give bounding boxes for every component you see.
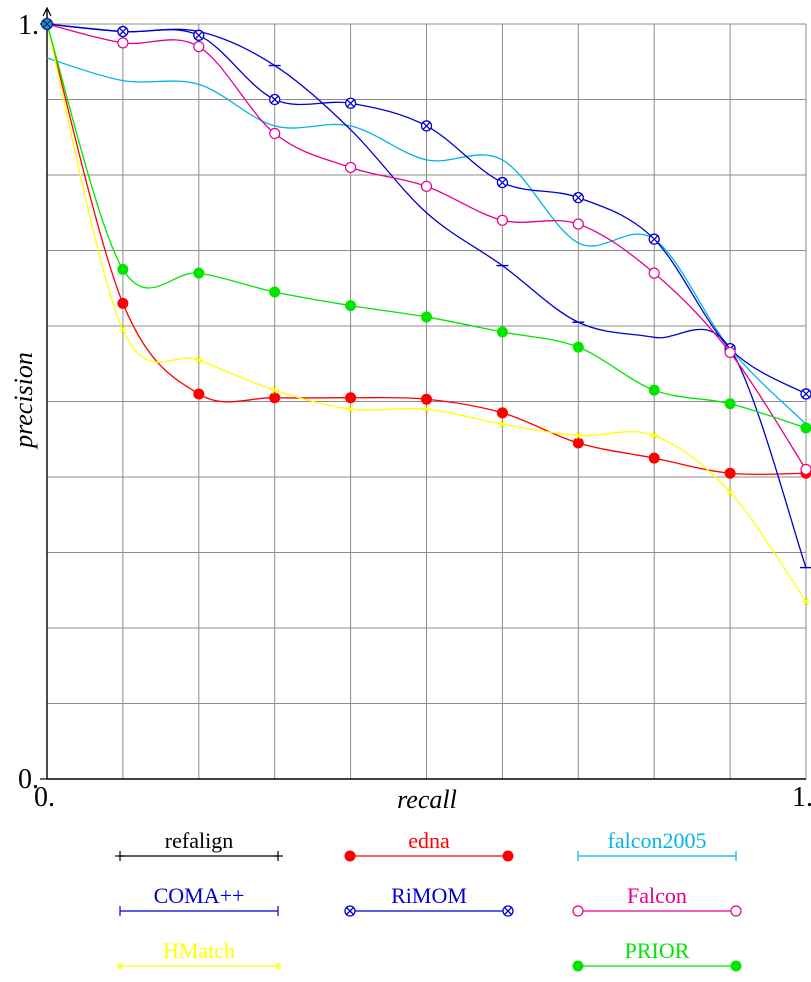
y-axis-arrow: [42, 6, 52, 17]
series-line-rimom: [46, 23, 807, 395]
legend-label-falcon2005: falcon2005: [608, 828, 707, 853]
data-point-falcon: [269, 127, 281, 140]
data-point-rimom: [420, 120, 433, 132]
legend-label-prior: PRIOR: [625, 938, 690, 963]
data-point-prior: [724, 398, 736, 410]
data-point-rimom: [800, 388, 811, 400]
data-point-falcon: [572, 218, 584, 230]
x-axis-label: recall: [397, 785, 457, 814]
y-tick-label-top: 1.: [18, 10, 39, 41]
data-point-prior: [193, 267, 205, 279]
data-point-edna: [572, 437, 584, 449]
x-tick-label-left: 0.: [34, 782, 55, 813]
legend-item-prior: PRIOR: [572, 938, 742, 972]
data-point-prior: [648, 384, 660, 396]
data-point-rimom: [193, 29, 205, 41]
data-point-edna: [117, 297, 129, 309]
data-point-edna: [421, 393, 432, 405]
data-point-prior: [496, 326, 508, 338]
legend-label-rimom: RiMOM: [391, 883, 467, 908]
legend-item-coma-: COMA++: [119, 883, 279, 916]
legend-item-hmatch: HMatch: [116, 938, 282, 970]
series-line-falcon2005: [46, 57, 807, 425]
legend-marker-hmatch: [274, 962, 282, 970]
data-point-falcon: [496, 214, 508, 226]
data-point-rimom: [117, 25, 129, 38]
legend-label-coma-: COMA++: [154, 883, 245, 908]
data-point-falcon: [193, 41, 205, 53]
y-tick-label-bottom: 0.: [18, 764, 39, 795]
data-point-prior: [117, 263, 129, 275]
data-point-prior: [800, 422, 811, 434]
legend-item-falcon2005: falcon2005: [577, 828, 737, 861]
data-point-hmatch: [650, 431, 659, 440]
legend-label-falcon: Falcon: [627, 883, 687, 908]
data-point-edna: [496, 407, 508, 419]
legend-marker-prior: [572, 960, 584, 972]
data-point-falcon: [724, 346, 736, 359]
legend-marker-edna: [344, 850, 356, 862]
data-point-edna: [193, 388, 205, 400]
legend-marker-edna: [502, 850, 514, 862]
legend-item-refalign: refalign: [115, 828, 283, 861]
legend-label-hmatch: HMatch: [163, 938, 235, 963]
series-lines: [41, 18, 811, 606]
data-point-edna: [724, 467, 736, 479]
legend-label-edna: edna: [408, 828, 450, 853]
data-point-falcon: [648, 267, 660, 279]
data-point-hmatch: [802, 597, 810, 606]
grid: [47, 23, 807, 779]
legend-marker-hmatch: [116, 962, 124, 970]
data-point-hmatch: [574, 431, 583, 440]
data-point-rimom: [572, 191, 584, 204]
data-point-falcon: [800, 463, 811, 476]
x-tick-label-right: 1.: [792, 782, 811, 813]
y-axis-label: precision: [9, 352, 38, 450]
data-point-hmatch: [422, 405, 431, 413]
data-point-rimom: [269, 93, 281, 106]
legend: refalign edna falcon2005 COMA++ RiMOM Falcon H…: [115, 828, 742, 972]
legend-marker-rimom: [502, 905, 514, 917]
data-point-prior: [269, 286, 281, 298]
data-point-edna: [345, 392, 357, 404]
legend-marker-falcon: [730, 905, 742, 917]
data-point-hmatch: [346, 405, 355, 413]
data-point-edna: [269, 392, 281, 404]
tick-labels: 1. 0. 0. 1.: [18, 10, 811, 813]
data-point-falcon: [117, 37, 129, 49]
data-point-hmatch: [194, 356, 203, 364]
data-point-falcon: [420, 180, 433, 192]
legend-item-falcon: Falcon: [572, 883, 742, 917]
data-point-prior: [421, 311, 432, 323]
data-point-rimom: [648, 233, 660, 245]
data-point-hmatch: [118, 326, 127, 334]
data-point-hmatch: [498, 420, 507, 428]
data-point-prior: [572, 341, 584, 353]
data-point-falcon: [345, 161, 357, 174]
data-point-hmatch: [270, 386, 279, 394]
data-point-prior: [345, 300, 357, 312]
origin-point: [41, 18, 53, 30]
data-point-rimom: [496, 176, 509, 189]
legend-item-edna: edna: [344, 828, 514, 862]
legend-marker-refalign: [115, 851, 125, 861]
legend-marker-rimom: [344, 905, 356, 917]
legend-label-refalign: refalign: [165, 828, 233, 853]
data-point-rimom: [344, 97, 357, 109]
legend-marker-falcon: [572, 905, 584, 917]
data-point-edna: [648, 452, 660, 464]
legend-marker-refalign: [273, 851, 283, 861]
data-point-hmatch: [726, 488, 735, 496]
legend-item-rimom: RiMOM: [344, 883, 514, 917]
legend-marker-prior: [730, 960, 742, 972]
